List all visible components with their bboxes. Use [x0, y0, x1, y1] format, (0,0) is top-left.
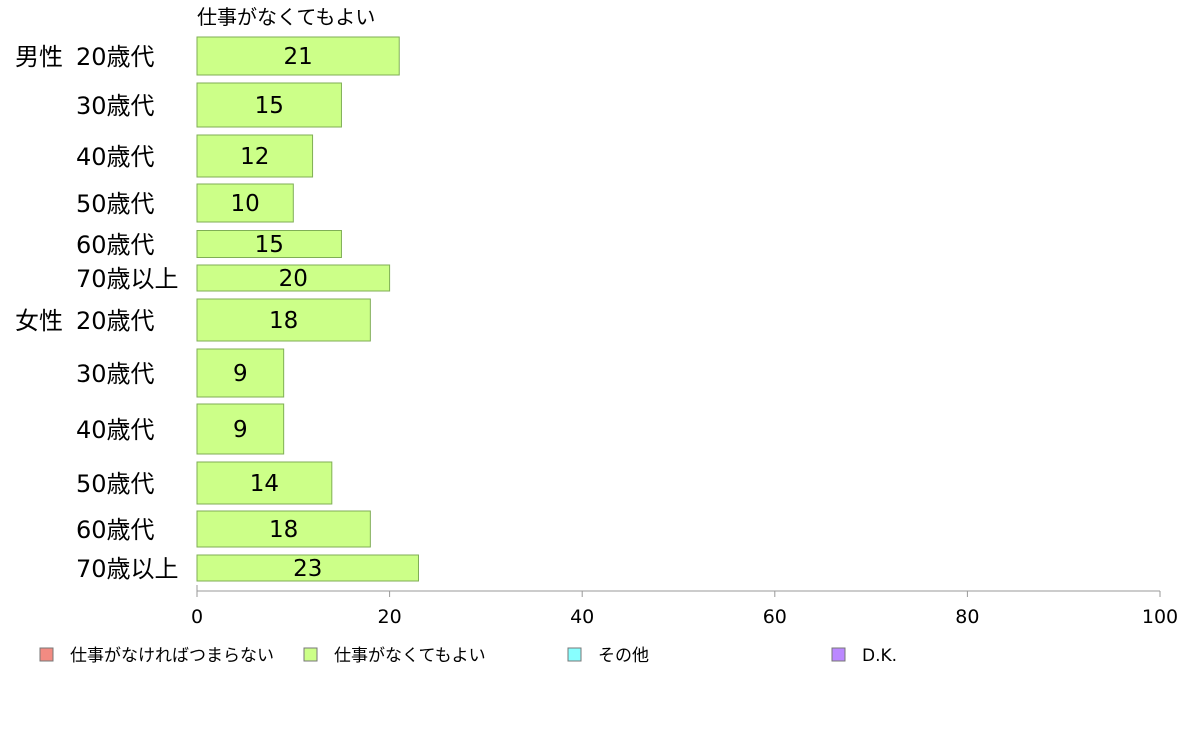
x-tick-label: 60: [763, 606, 787, 628]
legend-swatch: [39, 647, 54, 662]
series-title: 仕事がなくてもよい: [197, 5, 375, 29]
category-label: 20歳代: [76, 43, 155, 71]
bar: [196, 36, 400, 76]
legend-swatch: [303, 647, 318, 662]
bar: [196, 298, 371, 342]
category-labels: 20歳代男性30歳代40歳代50歳代60歳代70歳以上20歳代女性30歳代40歳…: [15, 43, 179, 583]
category-label: 70歳以上: [76, 555, 179, 583]
x-tick-label: 100: [1142, 606, 1178, 628]
category-label: 50歳代: [76, 190, 155, 218]
data-label: 14: [250, 471, 279, 497]
data-label: 18: [269, 308, 298, 334]
category-label: 20歳代: [76, 307, 155, 335]
bar: [196, 183, 294, 223]
x-tick-label: 20: [378, 606, 402, 628]
bar: [196, 264, 391, 292]
legend-swatch: [567, 647, 582, 662]
bar: [196, 403, 285, 455]
data-label: 12: [240, 144, 269, 170]
data-label: 15: [255, 93, 284, 119]
category-label: 60歳代: [76, 516, 155, 544]
legend-label: D.K.: [862, 646, 897, 666]
legend-swatch: [831, 647, 846, 662]
bar: [196, 134, 314, 178]
data-label: 9: [233, 417, 248, 443]
data-label: 9: [233, 361, 248, 387]
category-label: 70歳以上: [76, 265, 179, 293]
legend-label: 仕事がなければつまらない: [70, 646, 274, 666]
data-label: 20: [279, 266, 308, 292]
legend: 仕事がなければつまらない 仕事がなくてもよい その他 D.K.: [39, 646, 897, 666]
category-label: 50歳代: [76, 470, 155, 498]
data-label: 18: [269, 517, 298, 543]
bar: [196, 510, 371, 548]
category-label: 30歳代: [76, 360, 155, 388]
data-label: 15: [255, 232, 284, 258]
group-label: 女性: [15, 307, 63, 335]
category-label: 60歳代: [76, 231, 155, 259]
category-label: 30歳代: [76, 92, 155, 120]
legend-label: 仕事がなくてもよい: [334, 646, 486, 666]
category-label: 40歳代: [76, 416, 155, 444]
group-label: 男性: [15, 43, 63, 71]
bar: [196, 554, 419, 582]
x-tick-label: 40: [570, 606, 594, 628]
bar: [196, 82, 342, 128]
x-tick-label: 0: [191, 606, 203, 628]
category-label: 40歳代: [76, 143, 155, 171]
x-axis: 0 20 40 60 80 100: [191, 585, 1178, 628]
bar: [196, 230, 342, 258]
bars-layer: 21 15 12 10 15 20 18 9 9 14 18 23: [196, 36, 419, 582]
data-label: 23: [293, 556, 322, 582]
data-label: 21: [283, 44, 312, 70]
legend-label: その他: [598, 646, 649, 666]
data-label: 10: [231, 191, 260, 217]
bar: [196, 348, 285, 398]
x-tick-label: 80: [955, 606, 979, 628]
bar: [196, 461, 333, 505]
